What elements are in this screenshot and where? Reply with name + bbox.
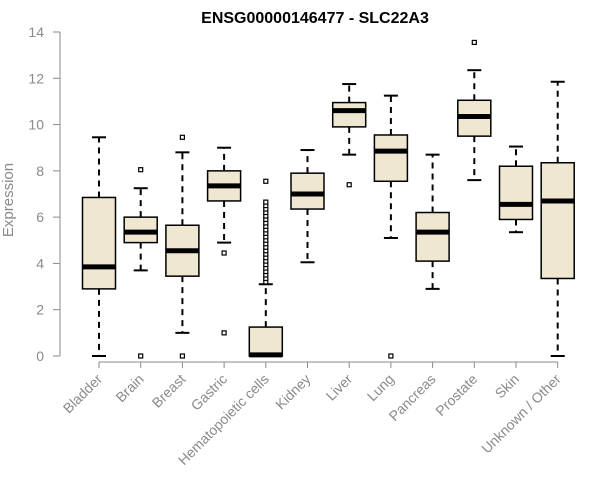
box-6: [290, 149, 325, 264]
outlier-point: [471, 39, 477, 46]
x-category-label: Bladder: [60, 371, 106, 417]
iqr-box: [290, 172, 325, 210]
x-category-label: Prostate: [432, 371, 480, 419]
x-category-label: Kidney: [272, 371, 314, 413]
y-tick-label: 8: [36, 163, 44, 179]
iqr-box: [248, 326, 284, 357]
outlier-point: [221, 250, 227, 256]
x-category-label: Skin: [492, 371, 523, 402]
x-category-label: Breast: [149, 371, 189, 411]
boxes-layer: [81, 39, 575, 359]
box-12: [540, 80, 575, 357]
y-tick-label: 14: [28, 24, 44, 40]
x-category-label: Lung: [364, 371, 397, 404]
outlier-point: [138, 167, 144, 173]
outlier-point: [179, 134, 185, 140]
box-7: [331, 83, 367, 188]
outlier-point: [263, 178, 269, 184]
box-9: [415, 153, 450, 290]
box-3: [165, 134, 200, 359]
outlier-point: [346, 182, 352, 188]
outlier-point: [263, 199, 269, 205]
outlier-point: [179, 353, 185, 359]
chart-title: ENSG00000146477 - SLC22A3: [201, 10, 429, 27]
y-tick-label: 2: [36, 302, 44, 318]
box-8: [373, 94, 409, 359]
box-1: [81, 136, 117, 357]
box-5: [248, 178, 284, 358]
outlier-point: [138, 353, 144, 359]
iqr-box: [81, 196, 117, 290]
y-tick-label: 12: [28, 70, 44, 86]
y-tick-label: 4: [36, 255, 44, 271]
x-category-label: Liver: [323, 371, 356, 404]
x-category-label: Unknown / Other: [478, 371, 564, 457]
iqr-box: [331, 101, 367, 128]
box-10: [457, 39, 492, 182]
iqr-box: [373, 134, 409, 183]
box-4: [206, 146, 242, 336]
outlier-point: [221, 330, 227, 336]
iqr-box: [415, 211, 450, 262]
y-tick-label: 10: [28, 117, 44, 133]
x-category-label: Brain: [112, 371, 146, 405]
y-axis-label: Expression: [0, 163, 17, 237]
y-axis: 0 2 4 6 8 10 12 14: [28, 24, 61, 364]
iqr-box: [540, 162, 575, 280]
y-tick-label: 6: [36, 209, 44, 225]
box-11: [498, 145, 534, 234]
iqr-box: [498, 165, 534, 221]
outlier-point: [388, 353, 394, 359]
box-2: [123, 167, 158, 359]
y-tick-label: 0: [36, 348, 44, 364]
